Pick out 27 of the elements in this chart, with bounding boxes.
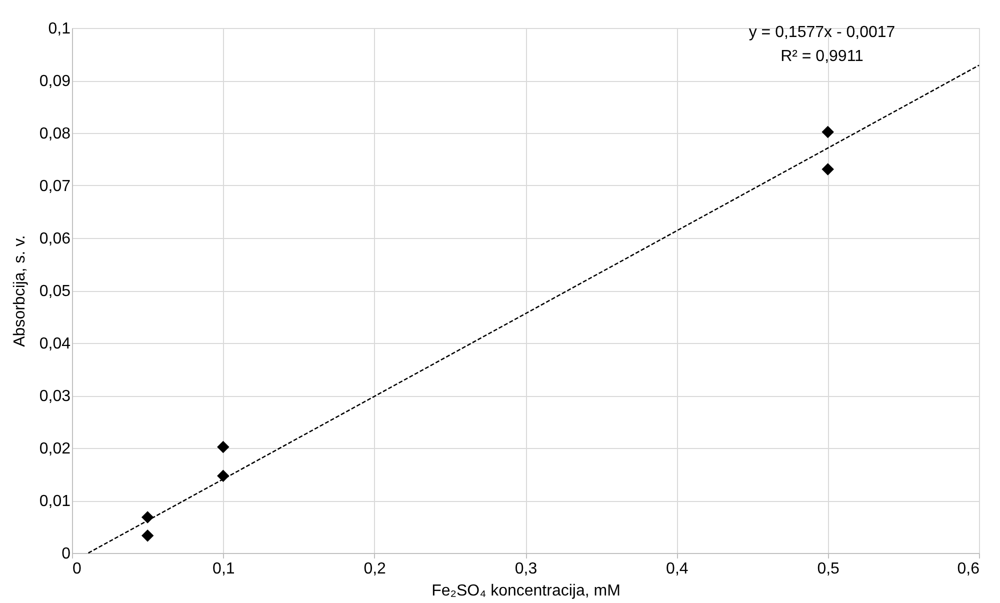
y-tick-label: 0,07 bbox=[39, 178, 71, 195]
x-tick-label: 0,4 bbox=[666, 560, 688, 578]
x-tick-label: 0,5 bbox=[817, 560, 840, 578]
y-tick-label: 0,08 bbox=[39, 126, 71, 142]
point bbox=[141, 511, 154, 524]
y-tick-label: 0,06 bbox=[39, 230, 71, 248]
x-tick-label: 0,6 bbox=[957, 560, 980, 578]
y-tick-label: 0,03 bbox=[39, 388, 71, 405]
y-tick-label: 0 bbox=[62, 546, 71, 562]
point bbox=[822, 163, 834, 176]
x-tick-label: 0,3 bbox=[514, 560, 538, 578]
y-axis-title: Absorbcija, s. v. bbox=[11, 235, 28, 347]
y-tick-label: 0,01 bbox=[39, 493, 71, 510]
x-axis-title: Fe₂SO₄ koncentracija, mM bbox=[432, 582, 620, 600]
y-tick-label: 0,04 bbox=[39, 336, 71, 352]
x-tick-label: 0,1 bbox=[212, 560, 235, 578]
point bbox=[217, 440, 230, 454]
y-tick-label: 0,02 bbox=[39, 440, 71, 458]
point bbox=[822, 126, 834, 138]
y-tick-label: 0,09 bbox=[39, 73, 71, 90]
x-tick-label: 0 bbox=[72, 560, 82, 578]
x-tick-label: 0,2 bbox=[364, 560, 386, 578]
annotation: y = 0,1577x - 0,0017 bbox=[748, 24, 896, 41]
point bbox=[141, 530, 154, 542]
y-tick-label: 0,05 bbox=[39, 283, 71, 300]
y-tick-label: 0,1 bbox=[48, 20, 71, 38]
annotation: R² = 0,9911 bbox=[780, 48, 864, 65]
